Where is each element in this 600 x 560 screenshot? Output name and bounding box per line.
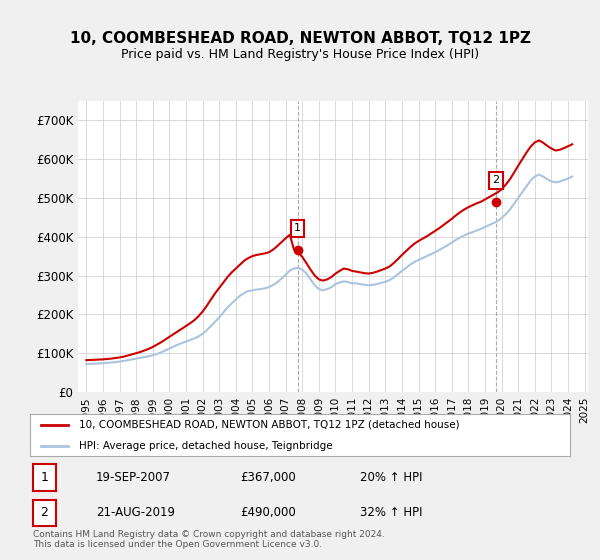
Text: HPI: Average price, detached house, Teignbridge: HPI: Average price, detached house, Teig…	[79, 441, 332, 451]
Text: 1: 1	[294, 223, 301, 233]
Text: 19-SEP-2007: 19-SEP-2007	[96, 470, 171, 484]
Text: 32% ↑ HPI: 32% ↑ HPI	[360, 506, 422, 519]
Text: £490,000: £490,000	[240, 506, 296, 519]
Text: Contains HM Land Registry data © Crown copyright and database right 2024.: Contains HM Land Registry data © Crown c…	[33, 530, 385, 539]
Text: 10, COOMBESHEAD ROAD, NEWTON ABBOT, TQ12 1PZ (detached house): 10, COOMBESHEAD ROAD, NEWTON ABBOT, TQ12…	[79, 420, 459, 430]
Text: 21-AUG-2019: 21-AUG-2019	[96, 506, 175, 519]
Text: 20% ↑ HPI: 20% ↑ HPI	[360, 470, 422, 484]
Text: £367,000: £367,000	[240, 470, 296, 484]
Text: 2: 2	[492, 175, 499, 185]
Text: 2: 2	[40, 506, 49, 520]
Text: Price paid vs. HM Land Registry's House Price Index (HPI): Price paid vs. HM Land Registry's House …	[121, 48, 479, 60]
Text: 1: 1	[40, 471, 49, 484]
Text: 10, COOMBESHEAD ROAD, NEWTON ABBOT, TQ12 1PZ: 10, COOMBESHEAD ROAD, NEWTON ABBOT, TQ12…	[70, 31, 530, 46]
Text: This data is licensed under the Open Government Licence v3.0.: This data is licensed under the Open Gov…	[33, 540, 322, 549]
